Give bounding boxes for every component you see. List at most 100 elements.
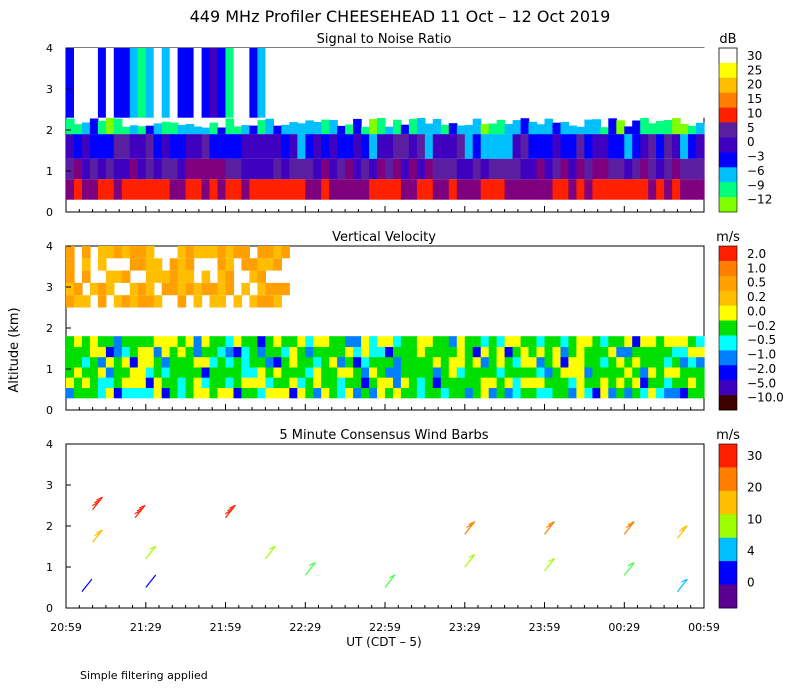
velocity-cell: [177, 336, 187, 347]
snr-cell: [472, 158, 482, 180]
snr-cell: [696, 179, 705, 200]
velocity-cell: [632, 387, 641, 399]
snr-cell: [592, 119, 601, 135]
velocity-cell: [456, 346, 466, 358]
velocity-cell: [249, 346, 258, 358]
snr-cell: [616, 179, 625, 200]
velocity-cell: [393, 377, 402, 388]
velocity-cell: [353, 387, 362, 399]
velocity-cell: [640, 346, 649, 358]
snr-cell: [448, 158, 458, 180]
velocity-cell: [640, 377, 649, 388]
velocity-cell: [313, 366, 322, 378]
velocity-cell: [656, 356, 665, 368]
velocity-cell: [496, 356, 506, 368]
snr-cell: [520, 179, 530, 200]
snr-cell: [201, 134, 211, 159]
snr-cell: [265, 179, 274, 200]
snr-cell: [233, 179, 243, 200]
velocity-cell: [480, 346, 490, 358]
wind-barb: [92, 529, 103, 543]
velocity-cell: [624, 366, 633, 378]
snr-cell: [345, 179, 354, 200]
velocity-cell: [560, 366, 570, 378]
velocity-cell: [105, 346, 115, 358]
velocity-cell: [97, 336, 107, 347]
snr-cell: [393, 48, 402, 118]
snr-cell: [400, 124, 410, 135]
snr-cell: [129, 158, 139, 180]
velocity-cell: [225, 377, 235, 388]
velocity-cell: [66, 246, 75, 259]
snr-cell: [504, 124, 514, 135]
wind-barb-flag: [94, 532, 101, 537]
velocity-cell: [512, 346, 522, 358]
velocity-cell: [241, 282, 250, 296]
snr-cell: [337, 125, 346, 135]
velocity-cell: [544, 366, 554, 378]
velocity-cell: [145, 346, 155, 358]
colorbar-swatch: [719, 561, 737, 585]
velocity-cell: [696, 336, 705, 347]
velocity-cell: [568, 387, 577, 399]
colorbar-frame: [718, 47, 738, 213]
velocity-cell: [584, 336, 593, 347]
velocity-cell: [137, 258, 147, 271]
snr-cell: [560, 134, 570, 159]
velocity-cell: [400, 366, 410, 378]
snr-cell: [353, 158, 362, 180]
snr-cell: [82, 48, 91, 118]
velocity-cell: [97, 346, 107, 358]
snr-cell: [201, 179, 211, 200]
wind-barb-flag: [229, 504, 236, 509]
velocity-cell: [66, 366, 75, 378]
snr-cell: [361, 179, 370, 200]
velocity-cell: [225, 270, 235, 283]
velocity-cell: [345, 387, 354, 399]
velocity-cell: [536, 366, 546, 378]
velocity-cell: [225, 387, 235, 399]
snr-cell: [393, 119, 402, 135]
snr-cell: [113, 158, 123, 180]
snr-cell: [648, 158, 657, 180]
snr-cell: [113, 179, 123, 200]
velocity-cell: [400, 377, 410, 388]
velocity-cell: [377, 387, 386, 399]
snr-cell: [257, 48, 266, 118]
snr-cell: [624, 158, 633, 180]
wind-panel: [65, 443, 705, 609]
velocity-cell: [153, 356, 163, 368]
velocity-cell: [520, 377, 530, 388]
velocity-cell: [600, 336, 609, 347]
wind-barb-flag: [681, 525, 688, 530]
wind-barb-flag: [269, 545, 276, 550]
snr-cell: [680, 48, 689, 118]
x-tick-label: 21:29: [130, 621, 162, 634]
velocity-cell: [688, 356, 697, 368]
velocity-cell: [416, 366, 426, 378]
velocity-cell: [161, 366, 171, 378]
y-tick-label: 1: [46, 165, 53, 178]
velocity-cell: [273, 282, 282, 296]
wind-barb-flag: [227, 507, 234, 512]
velocity-cell: [74, 295, 83, 308]
snr-cell: [129, 179, 139, 200]
velocity-cell: [512, 336, 522, 347]
snr-cell: [105, 48, 115, 118]
velocity-cell: [177, 295, 187, 308]
snr-cell: [385, 126, 394, 135]
snr-cell: [145, 179, 155, 200]
velocity-cell: [161, 377, 171, 388]
colorbar-swatch: [719, 514, 737, 539]
velocity-cell: [337, 346, 346, 358]
velocity-cell: [257, 346, 266, 358]
snr-cell: [169, 122, 179, 135]
snr-cell: [608, 134, 617, 159]
wind-barb: [676, 578, 688, 592]
velocity-cell: [624, 346, 633, 358]
velocity-cell: [337, 377, 346, 388]
snr-cell: [424, 134, 434, 159]
velocity-cell: [472, 366, 482, 378]
velocity-cell: [105, 387, 115, 399]
colorbar-label: −2.0: [747, 362, 776, 376]
